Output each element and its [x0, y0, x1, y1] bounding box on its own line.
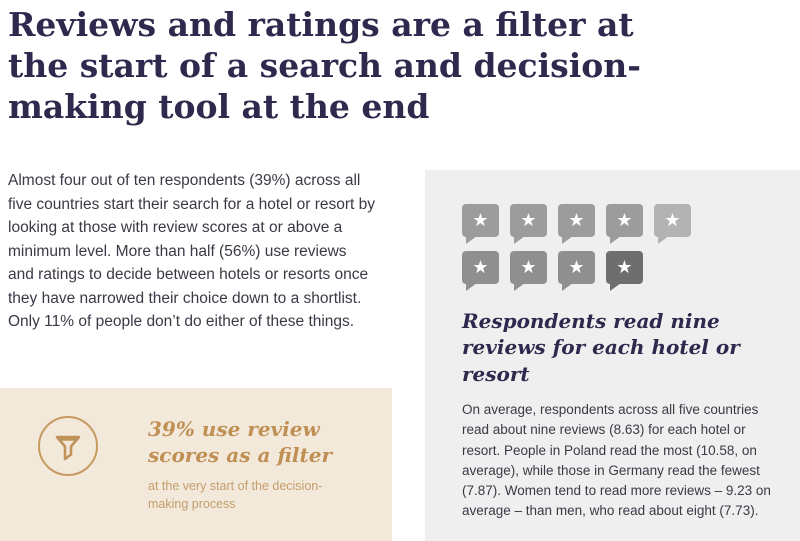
bubble-tail: [514, 283, 525, 291]
star-icon: ★: [472, 209, 489, 230]
review-bubble-star-icon: ★: [462, 204, 499, 244]
star-icon: ★: [568, 256, 585, 277]
review-bubble-star-icon: ★: [510, 251, 547, 291]
review-bubble-star-icon: ★: [510, 204, 547, 244]
callout-headline: 39% use review scores as a filter: [148, 417, 333, 468]
bubble-tail: [610, 236, 621, 244]
title-line-1: Reviews and ratings are a filter at: [8, 5, 634, 44]
funnel-icon: [38, 416, 98, 476]
review-bubble-star-icon: ★: [606, 204, 643, 244]
bubble-tail: [610, 283, 621, 291]
page-title: Reviews and ratings are a filter at the …: [8, 4, 641, 127]
star-icon: ★: [520, 256, 537, 277]
filter-callout-box: 39% use review scores as a filter at the…: [0, 388, 392, 541]
reviews-panel: ★ ★ ★ ★ ★ ★ ★ ★ ★ Respondents read nine reviews …: [425, 170, 800, 541]
bubble-tail: [562, 236, 573, 244]
review-rating-icons: ★ ★ ★ ★ ★ ★ ★ ★ ★: [462, 204, 707, 291]
review-bubble-star-icon: ★: [654, 204, 691, 244]
star-icon: ★: [616, 209, 633, 230]
star-icon: ★: [664, 209, 681, 230]
callout-text: 39% use review scores as a filter at the…: [148, 416, 348, 513]
panel-body: On average, respondents across all five …: [462, 402, 771, 519]
star-icon: ★: [520, 209, 537, 230]
bubble-tail: [562, 283, 573, 291]
review-bubble-star-icon: ★: [558, 251, 595, 291]
star-icon: ★: [568, 209, 585, 230]
star-icon: ★: [616, 256, 633, 277]
bubble-tail: [466, 283, 477, 291]
bubble-tail: [658, 236, 669, 244]
bubble-tail: [514, 236, 525, 244]
bubble-tail: [466, 236, 477, 244]
intro-paragraph: Almost four out of ten respondents (39%)…: [8, 172, 375, 331]
title-line-2: the start of a search and decision-: [8, 46, 641, 85]
star-icon: ★: [472, 256, 489, 277]
review-bubble-star-icon: ★: [462, 251, 499, 291]
review-bubble-star-icon: ★: [606, 251, 643, 291]
title-line-3: making tool at the end: [8, 87, 430, 126]
review-bubble-star-icon: ★: [558, 204, 595, 244]
callout-subtext: at the very start of the decision-making…: [148, 478, 323, 511]
panel-heading: Respondents read nine reviews for each h…: [462, 309, 740, 386]
